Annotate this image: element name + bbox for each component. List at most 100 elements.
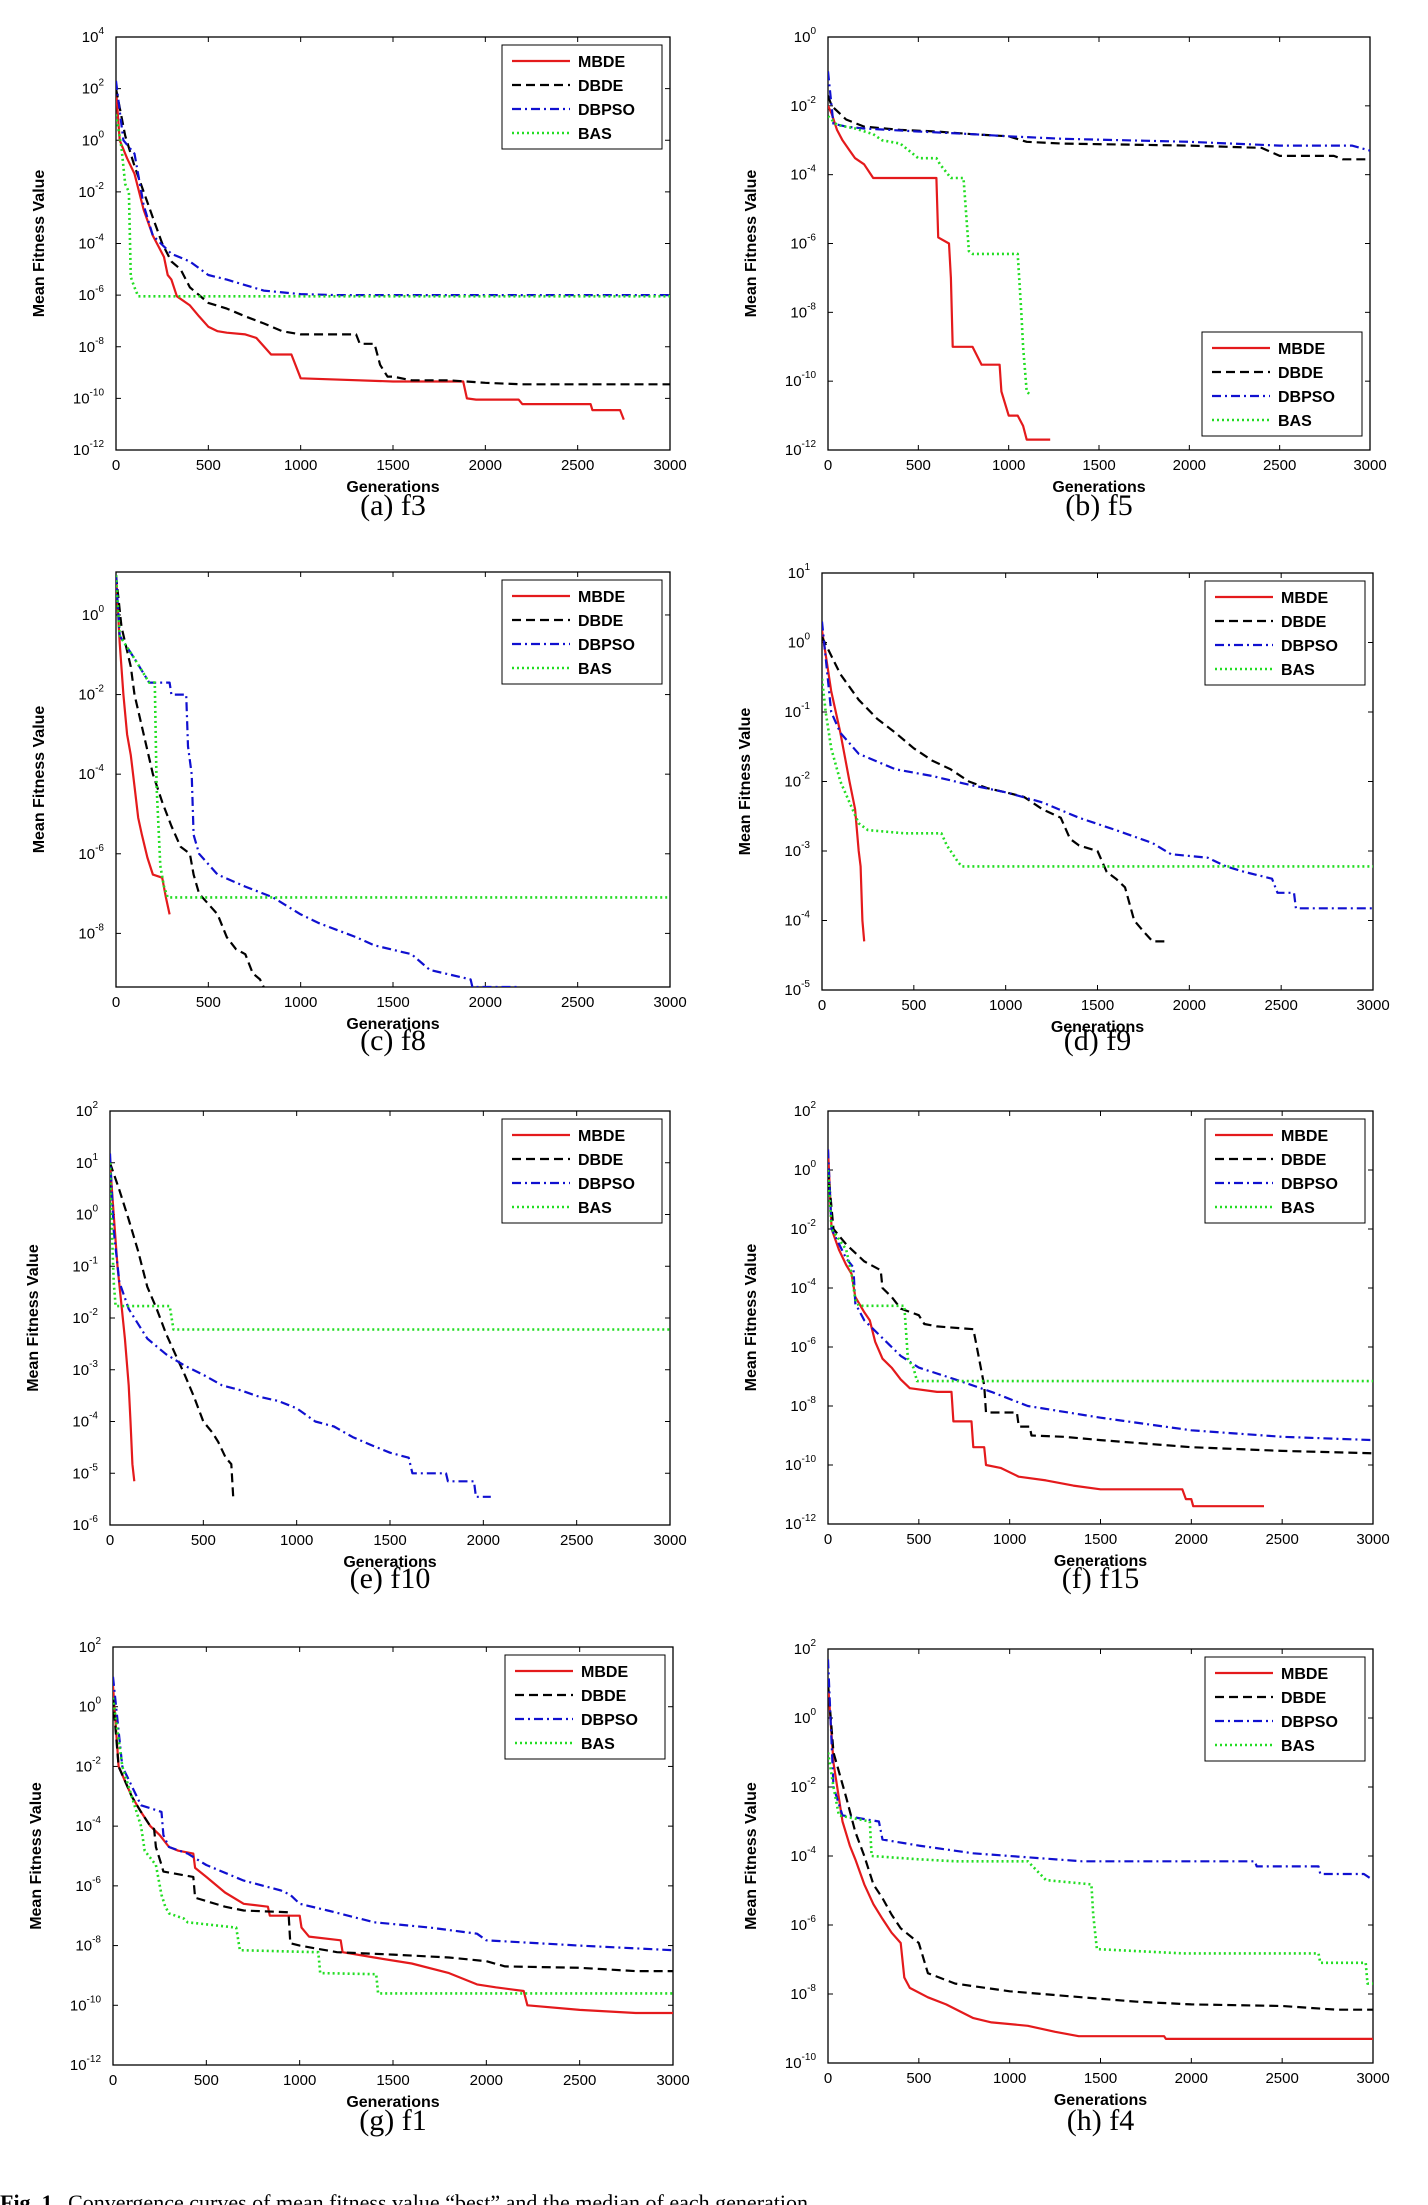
x-tick-label: 3000 — [653, 457, 686, 474]
x-axis-title: Generations — [1054, 2092, 1147, 2109]
y-tick-label: 100 — [788, 632, 811, 652]
x-tick-label: 2000 — [1173, 457, 1206, 474]
legend: MBDE DBDE DBPSO BAS — [1201, 331, 1363, 437]
x-tick-label: 1500 — [376, 2072, 409, 2089]
y-tick-label: 10-2 — [78, 684, 104, 704]
x-tick-label: 0 — [109, 2072, 117, 2089]
y-tick-label: 10-4 — [784, 910, 810, 930]
x-tick-label: 1000 — [989, 997, 1022, 1014]
legend-label-bas: BAS — [581, 1736, 615, 1753]
legend-label-dbde: DBDE — [578, 78, 624, 95]
y-tick-label: 101 — [788, 562, 811, 582]
x-axis-title: Generations — [1051, 1019, 1144, 1036]
y-tick-label: 101 — [76, 1152, 99, 1172]
x-axis-title: Generations — [346, 479, 439, 496]
x-axis-title: Generations — [346, 2094, 439, 2111]
y-axis-title: Mean Fitness Value — [31, 170, 48, 318]
legend-label-dbde: DBDE — [1278, 365, 1324, 382]
series-line-dbde — [828, 1169, 1373, 1455]
legend: MBDE DBDE DBPSO BAS — [1204, 1656, 1366, 1762]
y-tick-label: 10-6 — [78, 284, 104, 304]
y-tick-label: 104 — [82, 26, 105, 46]
x-tick-label: 1000 — [280, 1532, 313, 1549]
x-tick-label: 1000 — [993, 2070, 1026, 2087]
legend-box — [501, 44, 663, 150]
legend-label-bas: BAS — [578, 661, 612, 678]
legend-label-bas: BAS — [1281, 662, 1315, 679]
y-tick-label: 10-12 — [73, 439, 105, 459]
y-tick-label: 10-6 — [72, 1514, 98, 1534]
x-tick-label: 2500 — [1263, 457, 1296, 474]
series-line-dbde — [113, 1697, 673, 1973]
y-tick-label: 10-4 — [78, 233, 104, 253]
subplot-caption: (d) f9 — [1064, 1024, 1131, 1057]
legend-label-dbde: DBDE — [581, 1688, 627, 1705]
legend: MBDE DBDE DBPSO BAS — [1204, 580, 1366, 686]
x-tick-label: 2500 — [560, 1532, 593, 1549]
legend-label-mbde: MBDE — [1281, 1666, 1328, 1683]
y-tick-label: 10-10 — [785, 2052, 817, 2072]
chart-panel-d: 0 500 1000 1500 2000 2500 3000 101 100 10-1 10-2 10… — [737, 562, 1390, 1057]
x-tick-label: 1000 — [993, 1531, 1026, 1548]
legend-label-dbpso: DBPSO — [1281, 638, 1338, 655]
y-tick-label: 102 — [76, 1100, 99, 1120]
legend-box — [501, 579, 663, 685]
x-tick-label: 0 — [824, 1531, 832, 1548]
y-tick-label: 10-12 — [70, 2054, 102, 2074]
x-axis-title: Generations — [343, 1554, 436, 1571]
subplot-caption: (e) f10 — [350, 1562, 431, 1595]
y-tick-label: 10-4 — [75, 1815, 101, 1835]
subplot-caption: (c) f8 — [360, 1024, 426, 1057]
series-line-mbde — [828, 1149, 1264, 1508]
series-line-mbde — [828, 105, 1051, 441]
x-tick-label: 500 — [901, 997, 926, 1014]
y-tick-label: 10-8 — [78, 922, 104, 942]
x-tick-label: 500 — [906, 457, 931, 474]
y-tick-label: 10-6 — [790, 1914, 816, 1934]
y-tick-label: 10-10 — [785, 370, 817, 390]
legend-label-mbde: MBDE — [581, 1664, 628, 1681]
x-tick-label: 2000 — [467, 1532, 500, 1549]
y-tick-label: 10-5 — [784, 979, 810, 999]
legend-label-dbde: DBDE — [1281, 1690, 1327, 1707]
legend-box — [501, 1118, 663, 1224]
legend-label-mbde: MBDE — [578, 54, 625, 71]
x-tick-label: 2000 — [1173, 997, 1206, 1014]
series-line-mbde — [828, 1683, 1373, 2041]
x-tick-label: 2000 — [469, 457, 502, 474]
x-tick-label: 0 — [824, 457, 832, 474]
y-tick-label: 10-2 — [75, 1755, 101, 1775]
y-tick-label: 10-4 — [72, 1411, 98, 1431]
legend-label-bas: BAS — [578, 126, 612, 143]
legend-label-dbpso: DBPSO — [1278, 389, 1335, 406]
y-tick-label: 10-12 — [785, 1513, 817, 1533]
y-tick-label: 10-5 — [72, 1462, 98, 1482]
x-tick-label: 0 — [818, 997, 826, 1014]
x-tick-label: 2500 — [563, 2072, 596, 2089]
y-tick-label: 10-1 — [72, 1255, 98, 1275]
legend-label-dbde: DBDE — [578, 1152, 624, 1169]
x-tick-label: 0 — [112, 457, 120, 474]
legend-box — [1204, 580, 1366, 686]
y-tick-label: 10-4 — [790, 164, 816, 184]
series-line-mbde — [116, 88, 625, 420]
x-tick-label: 500 — [194, 2072, 219, 2089]
x-tick-label: 500 — [196, 457, 221, 474]
x-tick-label: 1500 — [1084, 2070, 1117, 2087]
figure-caption-label: Fig. 1. — [0, 2190, 58, 2205]
x-tick-label: 3000 — [1356, 2070, 1389, 2087]
x-tick-label: 1500 — [373, 1532, 406, 1549]
legend-label-mbde: MBDE — [1281, 590, 1328, 607]
y-tick-label: 10-8 — [75, 1935, 101, 1955]
series-line-dbpso — [822, 621, 1373, 910]
y-tick-label: 10-3 — [784, 840, 810, 860]
y-tick-label: 10-2 — [72, 1307, 98, 1327]
chart-panel-f: 0 500 1000 1500 2000 2500 3000 102 100 10-2 10-4 10… — [743, 1100, 1390, 1595]
legend-label-dbde: DBDE — [578, 613, 624, 630]
y-tick-label: 102 — [79, 1636, 102, 1656]
subplot-caption: (a) f3 — [360, 489, 426, 522]
y-tick-label: 100 — [794, 1159, 817, 1179]
chart-panel-a: 0 500 1000 1500 2000 2500 3000 104 102 100 10-2 10-… — [31, 26, 687, 522]
x-tick-label: 2500 — [1264, 997, 1297, 1014]
